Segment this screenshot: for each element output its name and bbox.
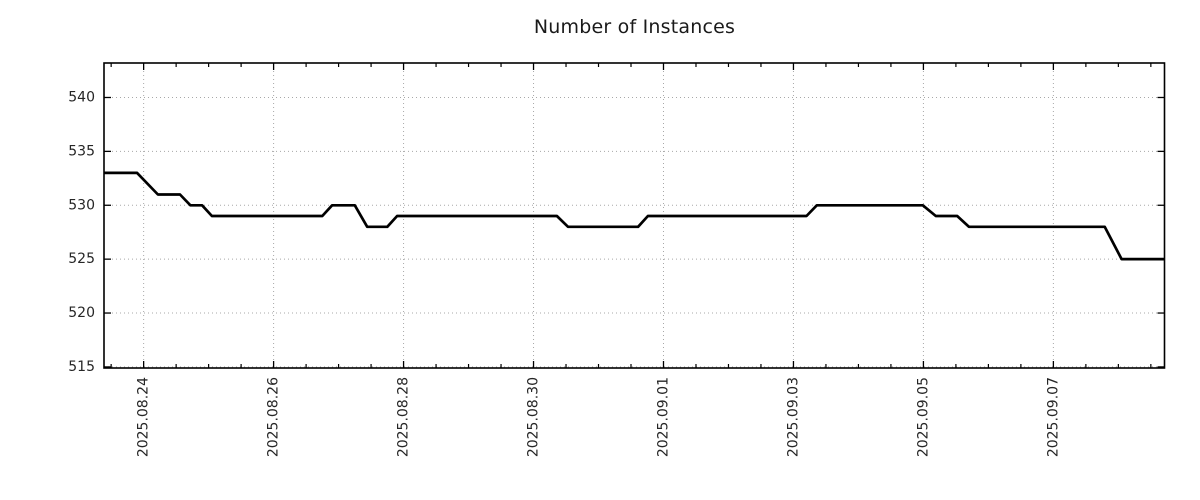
x-tick-label: 2025.09.03 xyxy=(785,377,801,457)
y-tick-label: 530 xyxy=(68,197,95,213)
x-tick-label: 2025.09.05 xyxy=(915,377,931,457)
y-tick-label: 525 xyxy=(68,251,95,267)
x-tick-label: 2025.08.26 xyxy=(266,377,282,457)
x-tick-label: 2025.08.24 xyxy=(136,377,152,457)
x-tick-label: 2025.09.07 xyxy=(1045,377,1061,457)
y-tick-label: 515 xyxy=(68,359,95,375)
x-tick-label: 2025.09.01 xyxy=(655,377,671,457)
plot-border xyxy=(103,62,1166,369)
y-tick-label: 535 xyxy=(68,143,95,159)
x-tick-label: 2025.08.28 xyxy=(396,377,412,457)
x-tick-label: 2025.08.30 xyxy=(526,377,542,457)
y-tick-label: 540 xyxy=(68,89,95,105)
series-line-instances xyxy=(104,171,1165,261)
chart-title: Number of Instances xyxy=(533,16,736,38)
y-tick-label: 520 xyxy=(68,305,95,321)
